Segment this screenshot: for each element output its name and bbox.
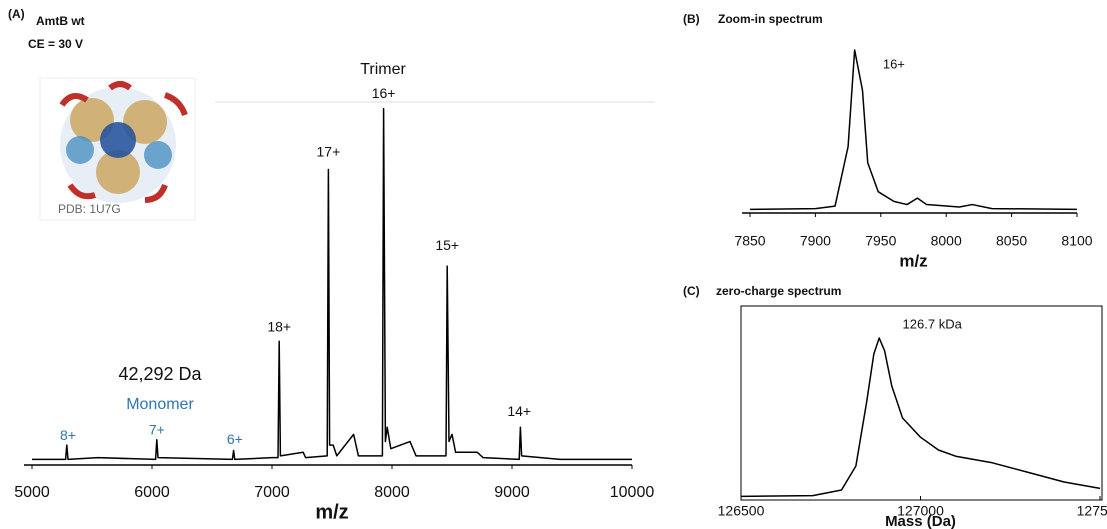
peak-label: 6+ bbox=[227, 431, 243, 447]
chart-title: AmtB wt bbox=[36, 14, 85, 28]
trimer-label: Trimer bbox=[360, 61, 406, 78]
x-tick-label: 7000 bbox=[254, 484, 290, 501]
chart-title: zero-charge spectrum bbox=[716, 284, 841, 298]
peak-label: 15+ bbox=[435, 237, 459, 253]
x-tick-label: 127000 bbox=[897, 503, 944, 519]
x-tick-label: 127500 bbox=[1077, 503, 1107, 519]
peak-label: 14+ bbox=[507, 403, 531, 419]
x-tick-label: 8000 bbox=[374, 484, 410, 501]
x-tick-label: 8050 bbox=[996, 233, 1027, 249]
image-caption: PDB: 1U7G bbox=[58, 202, 121, 216]
plot-frame bbox=[740, 305, 1103, 501]
species-label: Monomer bbox=[126, 396, 194, 413]
x-axis-label: m/z bbox=[899, 251, 927, 270]
x-tick-label: 5000 bbox=[14, 484, 50, 501]
peak-label: 17+ bbox=[317, 144, 341, 160]
x-axis-label: m/z bbox=[315, 501, 348, 523]
x-tick-label: 9000 bbox=[494, 484, 530, 501]
x-tick-label: 10000 bbox=[610, 484, 655, 501]
panel-label: (C) bbox=[683, 284, 700, 298]
x-tick-label: 8100 bbox=[1061, 233, 1092, 249]
chart-title: Zoom-in spectrum bbox=[718, 12, 823, 26]
mass-label: 42,292 Da bbox=[118, 364, 202, 384]
chart-subtitle: CE = 30 V bbox=[28, 37, 83, 51]
peak-label: 7+ bbox=[149, 421, 165, 437]
peak-label: 16+ bbox=[372, 85, 396, 101]
protein-structure bbox=[39, 77, 196, 221]
spectrum-line bbox=[32, 107, 632, 461]
x-tick-label: 7950 bbox=[865, 233, 896, 249]
x-axis-label: Mass (Da) bbox=[885, 513, 956, 529]
panel-label: (B) bbox=[683, 12, 700, 26]
spectrum-line bbox=[749, 49, 1078, 211]
spectrum-line bbox=[740, 337, 1101, 498]
peak-label: 18+ bbox=[267, 319, 291, 335]
peak-label: 16+ bbox=[883, 56, 905, 71]
x-tick-label: 6000 bbox=[134, 484, 170, 501]
x-tick-label: 126500 bbox=[718, 503, 765, 519]
panel-label: (A) bbox=[8, 7, 25, 21]
x-tick-label: 7850 bbox=[734, 233, 765, 249]
peak-label: 126.7 kDa bbox=[903, 317, 963, 332]
peak-label: 8+ bbox=[60, 427, 76, 443]
x-tick-label: 7900 bbox=[800, 233, 831, 249]
x-tick-label: 8000 bbox=[931, 233, 962, 249]
